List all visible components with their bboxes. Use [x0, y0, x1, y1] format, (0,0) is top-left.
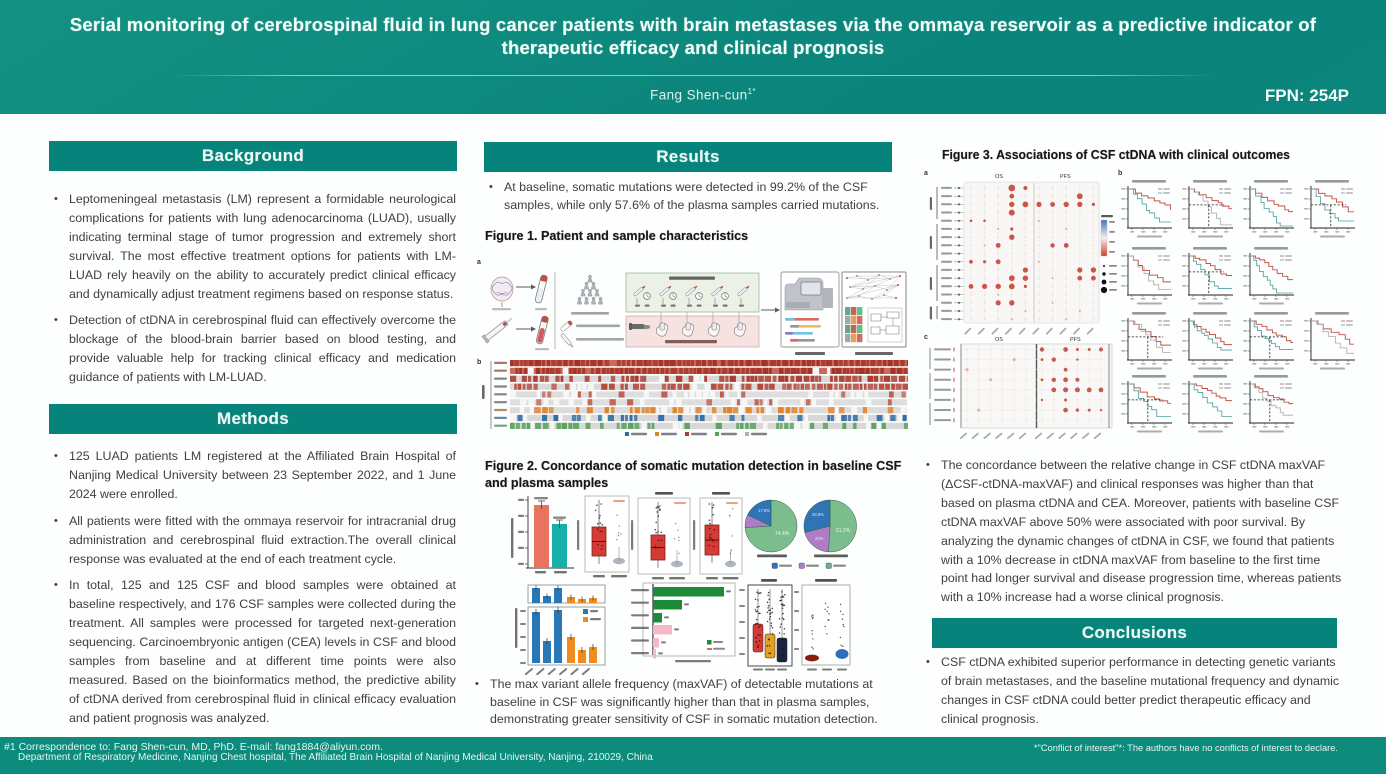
svg-text:17.6%: 17.6% [758, 508, 770, 513]
svg-text:OS: OS [995, 337, 1003, 343]
svg-text:b: b [477, 359, 481, 366]
svg-text:a: a [477, 259, 481, 266]
svg-text:PFS: PFS [1070, 337, 1081, 343]
svg-text:51.2%: 51.2% [836, 528, 851, 534]
svg-text:PFS: PFS [1060, 174, 1071, 180]
svg-text:28.8%: 28.8% [812, 512, 824, 517]
svg-text:20%: 20% [815, 536, 824, 541]
svg-text:c: c [924, 334, 928, 341]
svg-text:b: b [1118, 170, 1122, 177]
svg-text:74.4%: 74.4% [775, 531, 790, 537]
svg-text:a: a [924, 170, 928, 177]
svg-text:OS: OS [995, 174, 1003, 180]
